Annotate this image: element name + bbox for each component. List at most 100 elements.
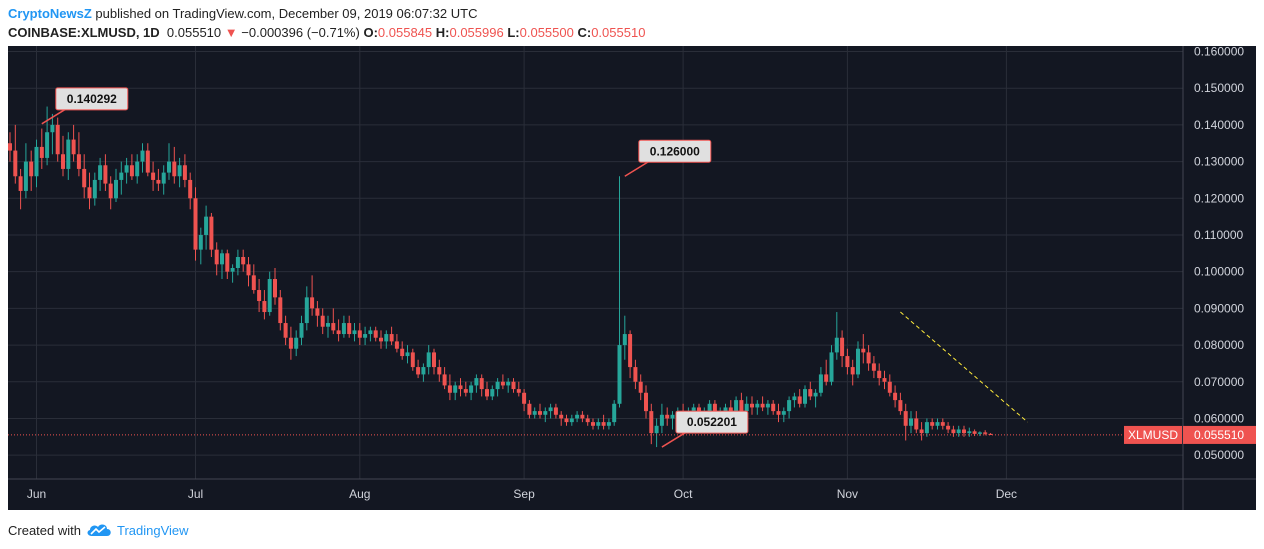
candle-body bbox=[755, 403, 760, 408]
callout-pointer bbox=[41, 107, 69, 125]
candle-body bbox=[967, 431, 972, 434]
candle-body bbox=[495, 381, 500, 390]
candle-body bbox=[71, 139, 76, 155]
candle-body bbox=[251, 275, 256, 291]
y-tick-label: 0.060000 bbox=[1194, 411, 1244, 425]
candle-body bbox=[352, 330, 357, 335]
callout-box bbox=[675, 410, 749, 434]
candle-body bbox=[506, 381, 511, 386]
candle-body bbox=[129, 165, 134, 177]
y-tick-label: 0.100000 bbox=[1194, 265, 1244, 279]
candle-body bbox=[850, 367, 855, 375]
candle-body bbox=[803, 389, 807, 404]
candle-body bbox=[553, 407, 558, 415]
candle-body bbox=[834, 337, 839, 353]
candle-body bbox=[326, 323, 330, 327]
candle-body bbox=[66, 139, 71, 169]
candle-body bbox=[373, 330, 378, 338]
candle-body bbox=[161, 172, 166, 184]
callout-box bbox=[638, 139, 712, 163]
candle-body bbox=[548, 407, 553, 412]
candle-body bbox=[474, 378, 479, 386]
candle-body bbox=[315, 308, 320, 316]
candle-body bbox=[310, 297, 315, 309]
candle-body bbox=[405, 352, 410, 357]
candle-body bbox=[919, 429, 924, 434]
candle-body bbox=[606, 422, 611, 426]
x-tick-label: Aug bbox=[349, 487, 370, 501]
candle-body bbox=[500, 381, 505, 386]
candle-body bbox=[156, 179, 161, 184]
candle-body bbox=[977, 432, 982, 434]
candle-body bbox=[278, 297, 283, 324]
low-label: L: bbox=[507, 25, 520, 40]
candle-body bbox=[463, 389, 468, 393]
candle-body bbox=[384, 334, 389, 342]
publish-line: CryptoNewsZ published on TradingView.com… bbox=[8, 6, 477, 21]
candle-body bbox=[262, 301, 267, 313]
candle-body bbox=[845, 356, 850, 368]
candle-body bbox=[575, 414, 580, 419]
candle-body bbox=[511, 381, 516, 390]
candle-body bbox=[182, 165, 187, 180]
candle-body bbox=[596, 422, 601, 426]
candle-body bbox=[389, 334, 394, 342]
symbol-tag-label: XLMUSD bbox=[1128, 428, 1178, 442]
candle-body bbox=[114, 179, 118, 199]
created-with-label: Created with bbox=[8, 522, 81, 538]
x-tick-label: Sep bbox=[513, 487, 535, 501]
candle-body bbox=[707, 403, 712, 412]
candle-body bbox=[750, 403, 754, 408]
candle-body bbox=[447, 385, 452, 393]
candle-body bbox=[18, 176, 23, 191]
candle-body bbox=[442, 374, 447, 386]
tradingview-link[interactable]: TradingView bbox=[116, 522, 189, 538]
candle-body bbox=[617, 345, 622, 404]
candle-body bbox=[728, 407, 733, 412]
candle-body bbox=[734, 400, 739, 412]
candle-body bbox=[214, 249, 219, 265]
candle-body bbox=[204, 216, 209, 235]
candle-body bbox=[198, 234, 203, 250]
candle-body bbox=[914, 418, 919, 430]
candle-body bbox=[193, 198, 198, 250]
candle-body bbox=[410, 352, 415, 368]
candle-body bbox=[712, 403, 717, 415]
candle-body bbox=[887, 381, 892, 393]
candles-group bbox=[8, 106, 993, 448]
candle-body bbox=[151, 172, 156, 180]
candle-body bbox=[532, 411, 537, 415]
candle-body bbox=[469, 385, 474, 393]
x-tick-label: Jul bbox=[188, 487, 203, 501]
candle-body bbox=[267, 279, 272, 313]
symbol-tag-bg bbox=[1124, 425, 1182, 444]
candle-body bbox=[591, 422, 595, 426]
candle-body bbox=[760, 403, 765, 408]
candle-body bbox=[288, 337, 293, 349]
candle-body bbox=[516, 389, 521, 393]
candle-body bbox=[432, 352, 436, 368]
candle-body bbox=[453, 385, 458, 393]
candle-body bbox=[649, 411, 654, 434]
candle-body bbox=[87, 187, 92, 199]
candle-body bbox=[368, 330, 373, 335]
footer: Created with TradingView bbox=[8, 522, 189, 538]
candle-body bbox=[61, 154, 65, 169]
candle-body bbox=[559, 414, 564, 419]
candle-body bbox=[98, 165, 103, 180]
candle-body bbox=[909, 418, 913, 426]
candle-body bbox=[813, 392, 818, 397]
candle-body bbox=[935, 422, 940, 426]
candle-body bbox=[347, 323, 352, 335]
candle-body bbox=[527, 403, 532, 415]
candle-body bbox=[490, 389, 495, 397]
candle-body bbox=[792, 396, 797, 401]
candle-body bbox=[797, 396, 802, 404]
x-tick-label: Oct bbox=[674, 487, 693, 501]
callout-pointer bbox=[624, 159, 652, 177]
candle-body bbox=[585, 418, 590, 423]
candle-body bbox=[644, 392, 648, 412]
publisher-link[interactable]: CryptoNewsZ bbox=[8, 6, 92, 21]
candle-body bbox=[866, 352, 871, 364]
